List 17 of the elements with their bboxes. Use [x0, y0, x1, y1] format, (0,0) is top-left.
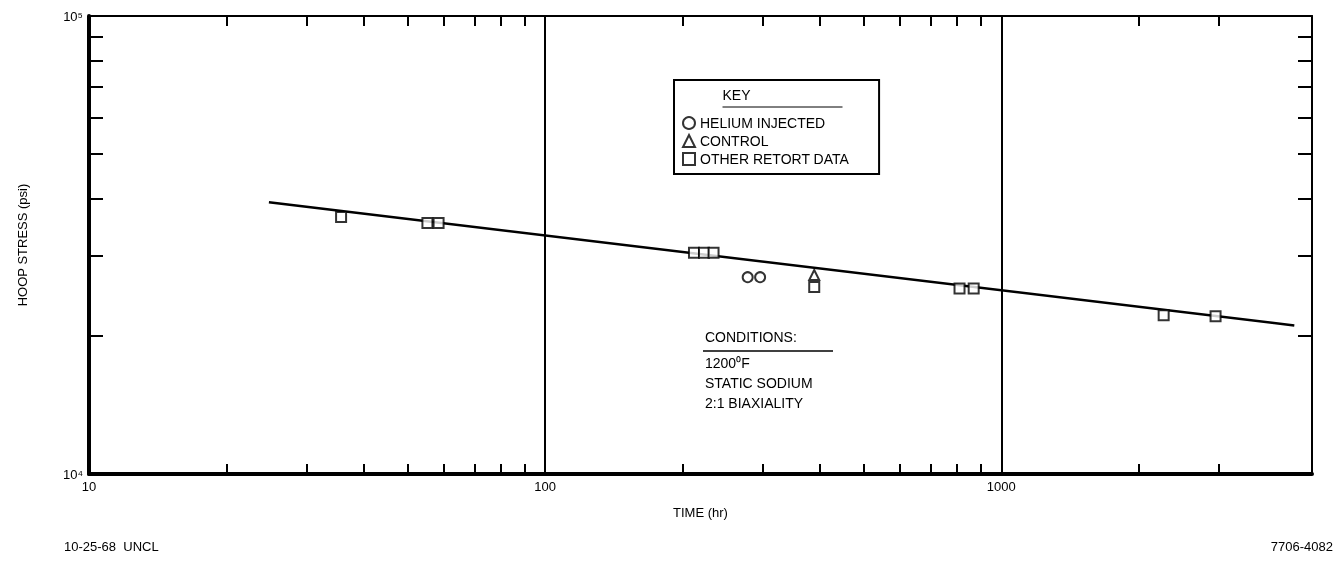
- legend-label: HELIUM INJECTED: [700, 115, 826, 131]
- legend-title: KEY: [722, 87, 752, 103]
- legend-label: CONTROL: [700, 133, 769, 149]
- x-tick-label: 100: [534, 479, 556, 494]
- text: 10-25-68 UNCL: [64, 539, 159, 554]
- y-tick-label: 10⁴: [62, 466, 83, 482]
- text: 7706-4082: [1270, 539, 1333, 554]
- annotation: STATIC SODIUM: [705, 375, 813, 391]
- x-axis-title: TIME (hr): [673, 505, 728, 520]
- annotation: 1200⁰F: [705, 355, 750, 371]
- x-tick-label: 10: [81, 479, 97, 494]
- annotation: 2:1 BIAXIALITY: [705, 395, 804, 411]
- y-tick-label: 10⁵: [63, 8, 83, 24]
- legend-label: OTHER RETORT DATA: [700, 151, 850, 167]
- x-tick-label: 1000: [986, 479, 1016, 494]
- annotation: CONDITIONS:: [705, 329, 797, 345]
- y-axis-title: HOOP STRESS (psi): [15, 183, 30, 307]
